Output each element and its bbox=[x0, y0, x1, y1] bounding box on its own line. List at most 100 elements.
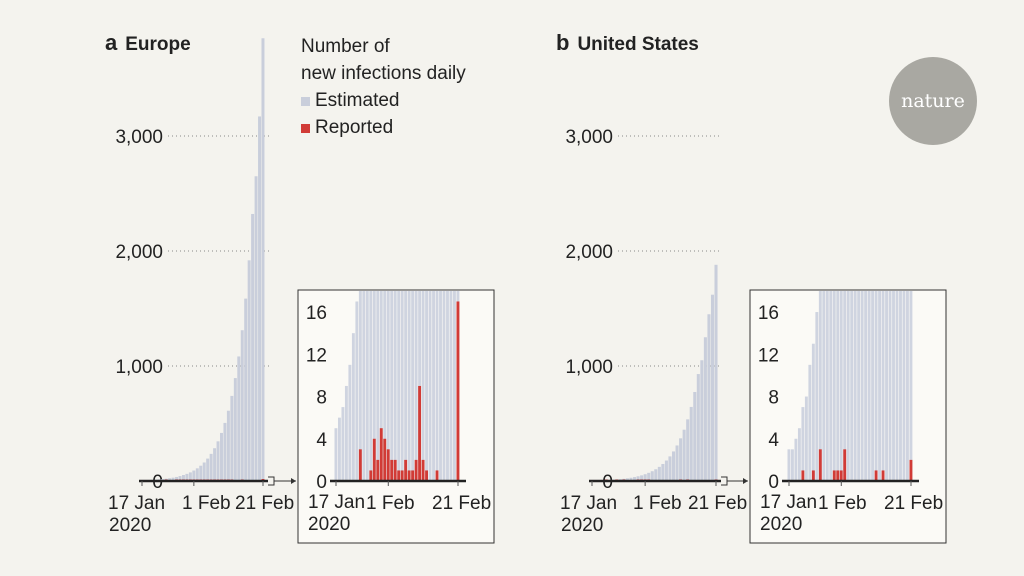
inset-estimated-bar bbox=[815, 312, 819, 481]
inset-y-tick-label: 0 bbox=[316, 472, 327, 493]
inset-estimated-bar bbox=[822, 291, 826, 481]
inset-reported-bar bbox=[832, 470, 836, 481]
inset-estimated-bar bbox=[355, 301, 359, 481]
inset-estimated-bar bbox=[414, 291, 418, 481]
inset-estimated-bar bbox=[818, 291, 822, 481]
estimated-bar bbox=[703, 337, 707, 481]
inset-x-tick-label: 21 Feb bbox=[432, 493, 491, 514]
panel-a-label: Europe bbox=[125, 34, 191, 55]
inset-reported-bar bbox=[418, 385, 422, 481]
inset-estimated-bar bbox=[839, 291, 843, 481]
estimated-bar bbox=[254, 176, 258, 481]
inset-estimated-bar bbox=[801, 407, 805, 481]
estimated-bar bbox=[258, 116, 261, 481]
inset-estimated-bar bbox=[439, 291, 442, 481]
legend-estimated-label: Estimated bbox=[315, 90, 400, 111]
inset-y-tick-label: 4 bbox=[316, 430, 327, 451]
estimated-bar bbox=[679, 438, 683, 481]
estimated-bar bbox=[671, 451, 676, 481]
x-tick-label: 1 Feb bbox=[633, 493, 682, 514]
x-tick-label: 1 Feb bbox=[182, 493, 231, 514]
inset-estimated-bar bbox=[372, 291, 376, 481]
legend-reported-label: Reported bbox=[315, 117, 394, 138]
reported-swatch bbox=[301, 124, 310, 133]
inset-estimated-bar bbox=[881, 291, 885, 481]
estimated-bar bbox=[216, 441, 220, 481]
inset-estimated-bar bbox=[885, 291, 888, 481]
inset-estimated-bar bbox=[348, 364, 352, 481]
inset-y-tick-label: 12 bbox=[758, 345, 779, 366]
inset-estimated-bar bbox=[404, 291, 408, 481]
x-tick-year: 2020 bbox=[109, 515, 151, 536]
estimated-bar bbox=[188, 472, 192, 481]
y-tick-label: 3,000 bbox=[565, 127, 613, 148]
estimated-bar bbox=[661, 463, 665, 481]
inset-estimated-bar bbox=[790, 449, 794, 481]
inset-estimated-bar bbox=[337, 417, 341, 481]
inset-estimated-bar bbox=[400, 291, 404, 481]
inset-reported-bar bbox=[414, 459, 418, 481]
estimated-bar bbox=[710, 294, 714, 481]
inset-y-tick-label: 0 bbox=[768, 472, 779, 493]
inset-estimated-bar bbox=[804, 396, 808, 481]
inset-estimated-bar bbox=[442, 291, 446, 481]
inset-estimated-bar bbox=[351, 333, 355, 481]
inset-reported-bar bbox=[376, 459, 380, 481]
estimated-bar bbox=[223, 422, 227, 481]
inset-estimated-bar bbox=[397, 291, 401, 481]
inset-estimated-bar bbox=[878, 291, 882, 481]
inset-estimated-bar bbox=[909, 291, 913, 481]
estimated-bar bbox=[693, 391, 697, 481]
legend: Number of new infections daily Estimated… bbox=[301, 33, 466, 141]
inset-y-tick-label: 16 bbox=[306, 303, 327, 324]
inset-estimated-bar bbox=[829, 291, 833, 481]
estimated-bar bbox=[633, 477, 637, 481]
inset-estimated-bar bbox=[850, 291, 854, 481]
inset-estimated-bar bbox=[428, 291, 432, 481]
inset-estimated-bar bbox=[376, 291, 380, 481]
inset-reported-bar bbox=[435, 470, 439, 481]
estimated-bar bbox=[636, 476, 640, 481]
inset-estimated-bar bbox=[794, 438, 798, 481]
inset-estimated-bar bbox=[857, 291, 861, 481]
inset-estimated-bar bbox=[864, 291, 868, 481]
estimated-bar bbox=[696, 374, 700, 481]
estimated-bar bbox=[195, 468, 199, 481]
estimated-bar bbox=[657, 466, 661, 481]
estimated-bar bbox=[233, 378, 237, 481]
legend-estimated: Estimated bbox=[301, 87, 466, 114]
estimated-bar bbox=[244, 298, 248, 481]
estimated-bar bbox=[650, 471, 654, 481]
inset-y-tick-label: 8 bbox=[768, 388, 779, 409]
inset-estimated-bar bbox=[421, 291, 425, 481]
inset-reported-bar bbox=[407, 470, 411, 481]
inset-estimated-bar bbox=[407, 291, 411, 481]
inset-estimated-bar bbox=[846, 291, 850, 481]
estimated-bar bbox=[237, 356, 241, 481]
estimated-bar bbox=[178, 476, 182, 481]
inset-reported-bar bbox=[839, 470, 843, 481]
inset-estimated-bar bbox=[895, 291, 899, 481]
estimated-bar bbox=[629, 477, 633, 481]
inset-y-tick-label: 4 bbox=[768, 430, 779, 451]
estimated-swatch bbox=[301, 97, 310, 106]
estimated-bar bbox=[230, 395, 234, 481]
inset-estimated-bar bbox=[874, 291, 878, 481]
estimated-bar bbox=[202, 462, 206, 481]
inset-reported-bar bbox=[909, 459, 913, 481]
estimated-bar bbox=[220, 432, 223, 481]
inset-reported-bar bbox=[411, 470, 415, 481]
inset-estimated-bar bbox=[906, 291, 909, 481]
inset-estimated-bar bbox=[811, 343, 815, 481]
inset-estimated-bar bbox=[432, 291, 435, 481]
inset-x-tick-label: 1 Feb bbox=[818, 493, 867, 514]
estimated-bar bbox=[668, 456, 672, 481]
x-tick-label: 21 Feb bbox=[235, 493, 294, 514]
inset-estimated-bar bbox=[797, 428, 801, 481]
estimated-bar bbox=[700, 360, 704, 481]
inset-reported-bar bbox=[421, 459, 425, 481]
inset-reported-bar bbox=[369, 470, 373, 481]
x-tick-label: 21 Feb bbox=[688, 493, 747, 514]
y-tick-label: 2,000 bbox=[565, 242, 613, 263]
